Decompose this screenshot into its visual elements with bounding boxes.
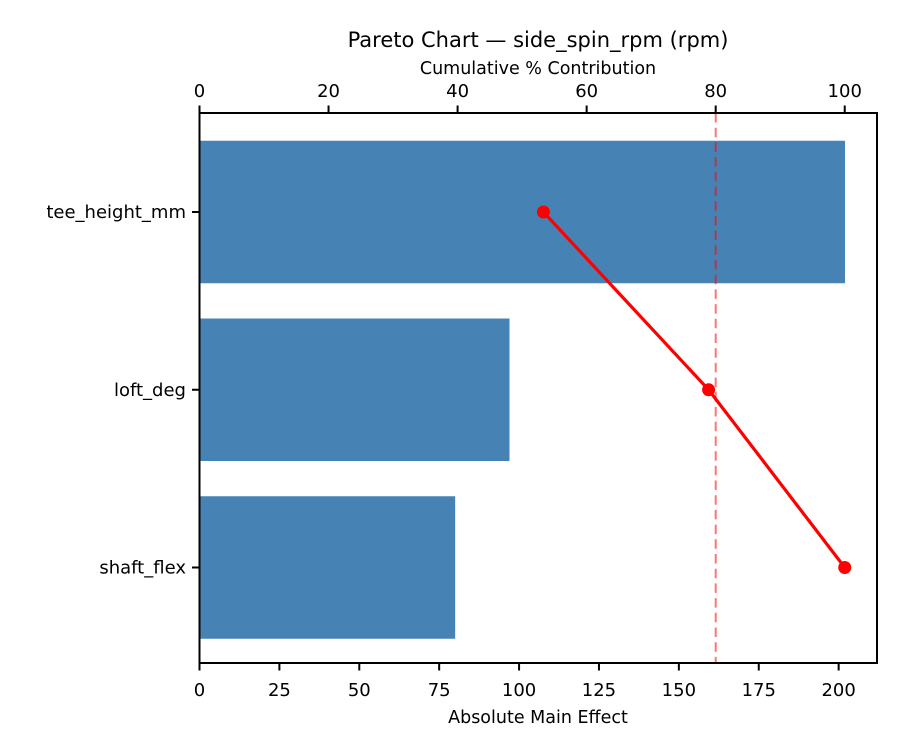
cumulative-point-shaft_flex xyxy=(838,561,852,574)
top-tick-label: 40 xyxy=(446,81,469,102)
top-tick-label: 60 xyxy=(575,81,598,102)
top-tick-label: 100 xyxy=(828,81,862,102)
bottom-tick-label: 100 xyxy=(502,680,536,701)
bottom-tick-label: 0 xyxy=(194,680,205,701)
bottom-tick-label: 50 xyxy=(348,680,371,701)
cumulative-point-tee_height_mm xyxy=(536,205,550,219)
bottom-tick-label: 200 xyxy=(821,680,855,701)
bottom-tick-label: 25 xyxy=(268,680,291,701)
bar-loft_deg xyxy=(200,318,510,461)
category-label-shaft_flex: shaft_flex xyxy=(99,558,186,579)
bottom-axis-label: Absolute Main Effect xyxy=(448,708,628,728)
chart-title: Pareto Chart — side_spin_rpm (rpm) xyxy=(348,28,729,53)
plot-border xyxy=(198,112,878,664)
top-tick-label: 20 xyxy=(317,81,340,102)
bar-tee_height_mm xyxy=(200,140,846,284)
top-axis-label: Cumulative % Contribution xyxy=(420,59,656,79)
bottom-tick-label: 150 xyxy=(662,680,696,701)
top-tick-label: 0 xyxy=(194,81,205,102)
category-label-loft_deg: loft_deg xyxy=(114,380,186,401)
top-tick-label: 80 xyxy=(704,81,727,102)
cumulative-point-loft_deg xyxy=(702,383,716,397)
bottom-tick-label: 75 xyxy=(428,680,451,701)
bottom-tick-label: 125 xyxy=(582,680,616,701)
plot-area: 0 20 40 60 80 100 0 25 50 75 100 125 150 175 200 tee_he… xyxy=(46,81,878,701)
category-label-tee_height_mm: tee_height_mm xyxy=(46,202,186,223)
bottom-tick-label: 175 xyxy=(742,680,776,701)
bar-shaft_flex xyxy=(200,496,456,639)
